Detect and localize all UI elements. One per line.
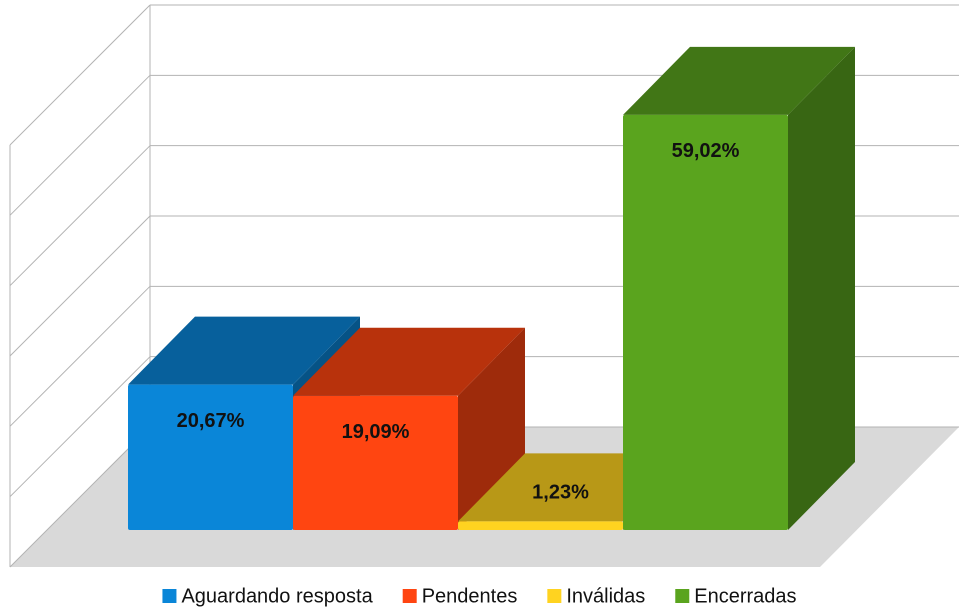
grid-line	[9, 426, 151, 568]
bar	[623, 46, 855, 530]
legend-item: Pendentes	[402, 585, 518, 607]
grid-line	[9, 4, 151, 146]
legend-swatch	[675, 589, 690, 603]
legend-swatch	[402, 589, 417, 603]
legend-label: Inválidas	[566, 585, 645, 607]
bar	[293, 327, 525, 530]
legend-swatch	[547, 589, 562, 603]
legend-swatch	[162, 589, 177, 603]
legend-label: Aguardando resposta	[181, 585, 373, 607]
bar-side	[458, 327, 525, 530]
bar-side	[788, 46, 855, 530]
legend-label: Pendentes	[422, 585, 518, 607]
bar-top	[623, 46, 855, 115]
legend-item: Encerradas	[675, 585, 797, 607]
bar-front	[623, 114, 788, 530]
bars: 20,67% 19,09% 1,23% 59,02%	[128, 46, 855, 530]
legend-item: Aguardando resposta	[162, 585, 374, 607]
bar-front	[293, 395, 458, 530]
legend-label: Encerradas	[694, 585, 796, 607]
bar-front	[128, 384, 293, 530]
value-label: 59,02%	[672, 140, 740, 162]
value-label: 20,67%	[177, 410, 245, 432]
grid-line	[9, 145, 151, 287]
legend-item: Inválidas	[547, 585, 645, 607]
bar-front	[458, 521, 623, 530]
grid-line	[9, 215, 151, 357]
grid-line	[9, 74, 151, 216]
value-label: 19,09%	[342, 421, 410, 443]
grid-line	[9, 356, 151, 498]
bar-top	[293, 327, 525, 396]
bar-top	[128, 316, 360, 385]
legend: Aguardando resposta Pendentes Inválidas Enc…	[162, 585, 797, 607]
value-label: 1,23%	[532, 482, 589, 504]
grid-line	[9, 285, 151, 427]
